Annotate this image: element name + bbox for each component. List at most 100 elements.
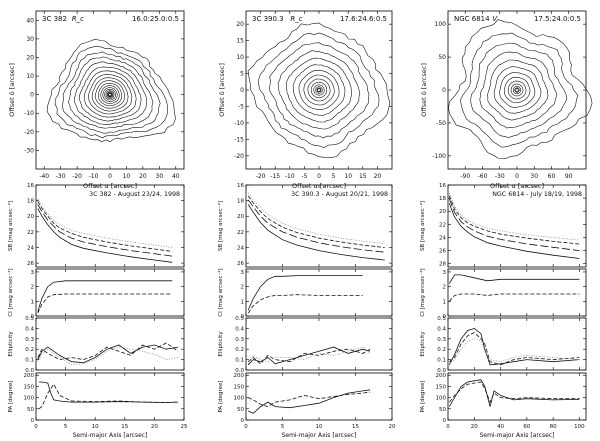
- contour-line: [108, 92, 112, 97]
- panel-frame: [447, 317, 587, 371]
- y-tick-label: 0: [240, 87, 244, 94]
- profile-title: NGC 6814 - July 18/19, 1998: [492, 191, 582, 198]
- x-tick-label: 20: [139, 173, 147, 180]
- y-tick-label: 150: [436, 384, 447, 390]
- y-axis-label: PA [degree]: [218, 380, 224, 412]
- y-tick-label: 24: [27, 245, 34, 251]
- x-tick-label: -30: [495, 173, 505, 180]
- series-line-dotted: [37, 198, 173, 248]
- y-tick-label: 100: [436, 396, 447, 402]
- y-tick-label: 20: [27, 214, 34, 220]
- contour-line: [292, 64, 346, 116]
- contour-map-1: -40 -30 -20 -10 0 10 20 30 40 -30 -20 -10 0 10 20 30 40 O…: [8, 10, 185, 190]
- x-tick-label: 0: [34, 424, 38, 430]
- x-tick-label: 5: [64, 424, 68, 430]
- series-line-solid: [37, 208, 173, 263]
- y-tick-label: 50: [438, 54, 446, 61]
- y-tick-label: 100: [24, 396, 35, 402]
- y-tick-label: 16: [27, 183, 34, 189]
- contour-line: [513, 86, 521, 94]
- profile-panel-3: 0.0 0.1 0.2 0.3 0.4 0.5 Ellipticity: [420, 316, 587, 374]
- y-axis-label: Offset δ [arcsec]: [420, 63, 428, 117]
- y-axis-label: Ellipticity: [8, 331, 14, 357]
- y-tick-label: 3: [241, 270, 245, 276]
- y-tick-label: 150: [24, 384, 35, 390]
- y-tick-label: 24: [439, 235, 446, 241]
- y-tick-label: 0: [30, 92, 34, 99]
- contour-line: [98, 82, 123, 107]
- y-tick-label: -10: [234, 120, 244, 127]
- series-line-dashed: [37, 201, 173, 252]
- y-tick-label: 200: [24, 373, 35, 379]
- y-tick-label: 26: [237, 261, 244, 267]
- y-tick-label: 3: [443, 270, 447, 276]
- x-axis-label: Offset α [arcsec]: [83, 182, 137, 190]
- profile-title: 3C 382 - August 23/24, 1998: [89, 191, 180, 198]
- panel-frame: [35, 268, 185, 317]
- y-tick-label: 5: [240, 71, 244, 78]
- x-axis-label: Offset α [arcsec]: [490, 182, 544, 190]
- series-line-dashed: [37, 342, 179, 361]
- contour-line: [510, 83, 524, 97]
- series-line-dotted: [247, 192, 385, 244]
- contour-frame: [447, 10, 587, 170]
- panel-frame: [35, 372, 185, 421]
- contour-map-2: -20 -15 -10 -5 0 5 10 15 20 -20 -15 -10 -5 0 5 10 15 20 Of…: [218, 10, 393, 190]
- y-tick-label: 20: [26, 54, 34, 61]
- y-tick-label: 18: [237, 199, 244, 205]
- y-axis-label: CI [mag arcsec⁻²]: [7, 268, 14, 316]
- x-tick-label: -40: [39, 173, 49, 180]
- y-axis-label: SB [mag arcsec⁻²]: [419, 201, 426, 251]
- contour-line: [269, 42, 370, 139]
- y-tick-label: -50: [436, 120, 446, 127]
- y-tick-label: 2: [31, 285, 35, 291]
- panel-frame: [447, 372, 587, 421]
- contour-line: [493, 66, 542, 114]
- series-line-solid: [448, 327, 580, 366]
- contour-line: [247, 22, 391, 158]
- contour-line: [104, 89, 116, 101]
- y-tick-label: 0.1: [25, 358, 34, 364]
- contour-line: [108, 93, 112, 97]
- series-line-dotted: [37, 346, 179, 366]
- y-tick-label: 2: [241, 285, 245, 291]
- y-tick-label: 1: [241, 299, 245, 305]
- x-tick-label: 15: [359, 173, 367, 180]
- y-tick-label: 10: [26, 73, 34, 80]
- x-tick-label: -10: [89, 173, 99, 180]
- y-axis-label: PA [degree]: [8, 380, 14, 412]
- x-tick-label: 10: [316, 424, 323, 430]
- y-tick-label: 0.4: [437, 326, 446, 332]
- panel-frame: [245, 317, 393, 371]
- contour-line: [499, 72, 536, 108]
- y-tick-label: 0.2: [25, 347, 34, 353]
- panel-frame: [447, 268, 587, 317]
- y-tick-label: -20: [234, 153, 244, 160]
- x-tick-label: 0: [446, 424, 450, 430]
- contour-levels-label: 17.5:24.0:0.5: [534, 15, 581, 23]
- x-tick-label: 10: [92, 424, 99, 430]
- y-tick-label: 0.5: [437, 316, 446, 322]
- contour-line: [73, 61, 147, 125]
- y-tick-label: -30: [24, 147, 34, 154]
- profile-panel-2: 0 1 2 3 CI [mag arcsec⁻²]: [419, 268, 587, 320]
- contour-line: [285, 57, 352, 123]
- y-tick-label: 2: [443, 285, 447, 291]
- profile-panel-3: 0.0 0.1 0.2 0.3 0.4 0.5 Ellipticity: [218, 316, 393, 374]
- profile-panel-2: 0 1 2 3 CI [mag arcsec⁻²]: [217, 268, 393, 320]
- contour-line: [507, 80, 527, 100]
- y-tick-label: 20: [237, 214, 244, 220]
- series-line-dotted: [449, 338, 580, 365]
- y-tick-label: 22: [439, 222, 446, 228]
- x-tick-label: 90: [565, 173, 573, 180]
- series-line-solid: [39, 381, 179, 403]
- series-line-solid: [37, 280, 173, 312]
- x-tick-label: 20: [389, 424, 396, 430]
- y-tick-label: 26: [439, 249, 446, 255]
- object-label: 3C 382: [42, 15, 67, 23]
- object-label: NGC 6814: [454, 15, 490, 23]
- contour-line: [316, 87, 322, 93]
- y-axis-label: Ellipticity: [420, 331, 426, 357]
- panel-frame: [35, 317, 185, 371]
